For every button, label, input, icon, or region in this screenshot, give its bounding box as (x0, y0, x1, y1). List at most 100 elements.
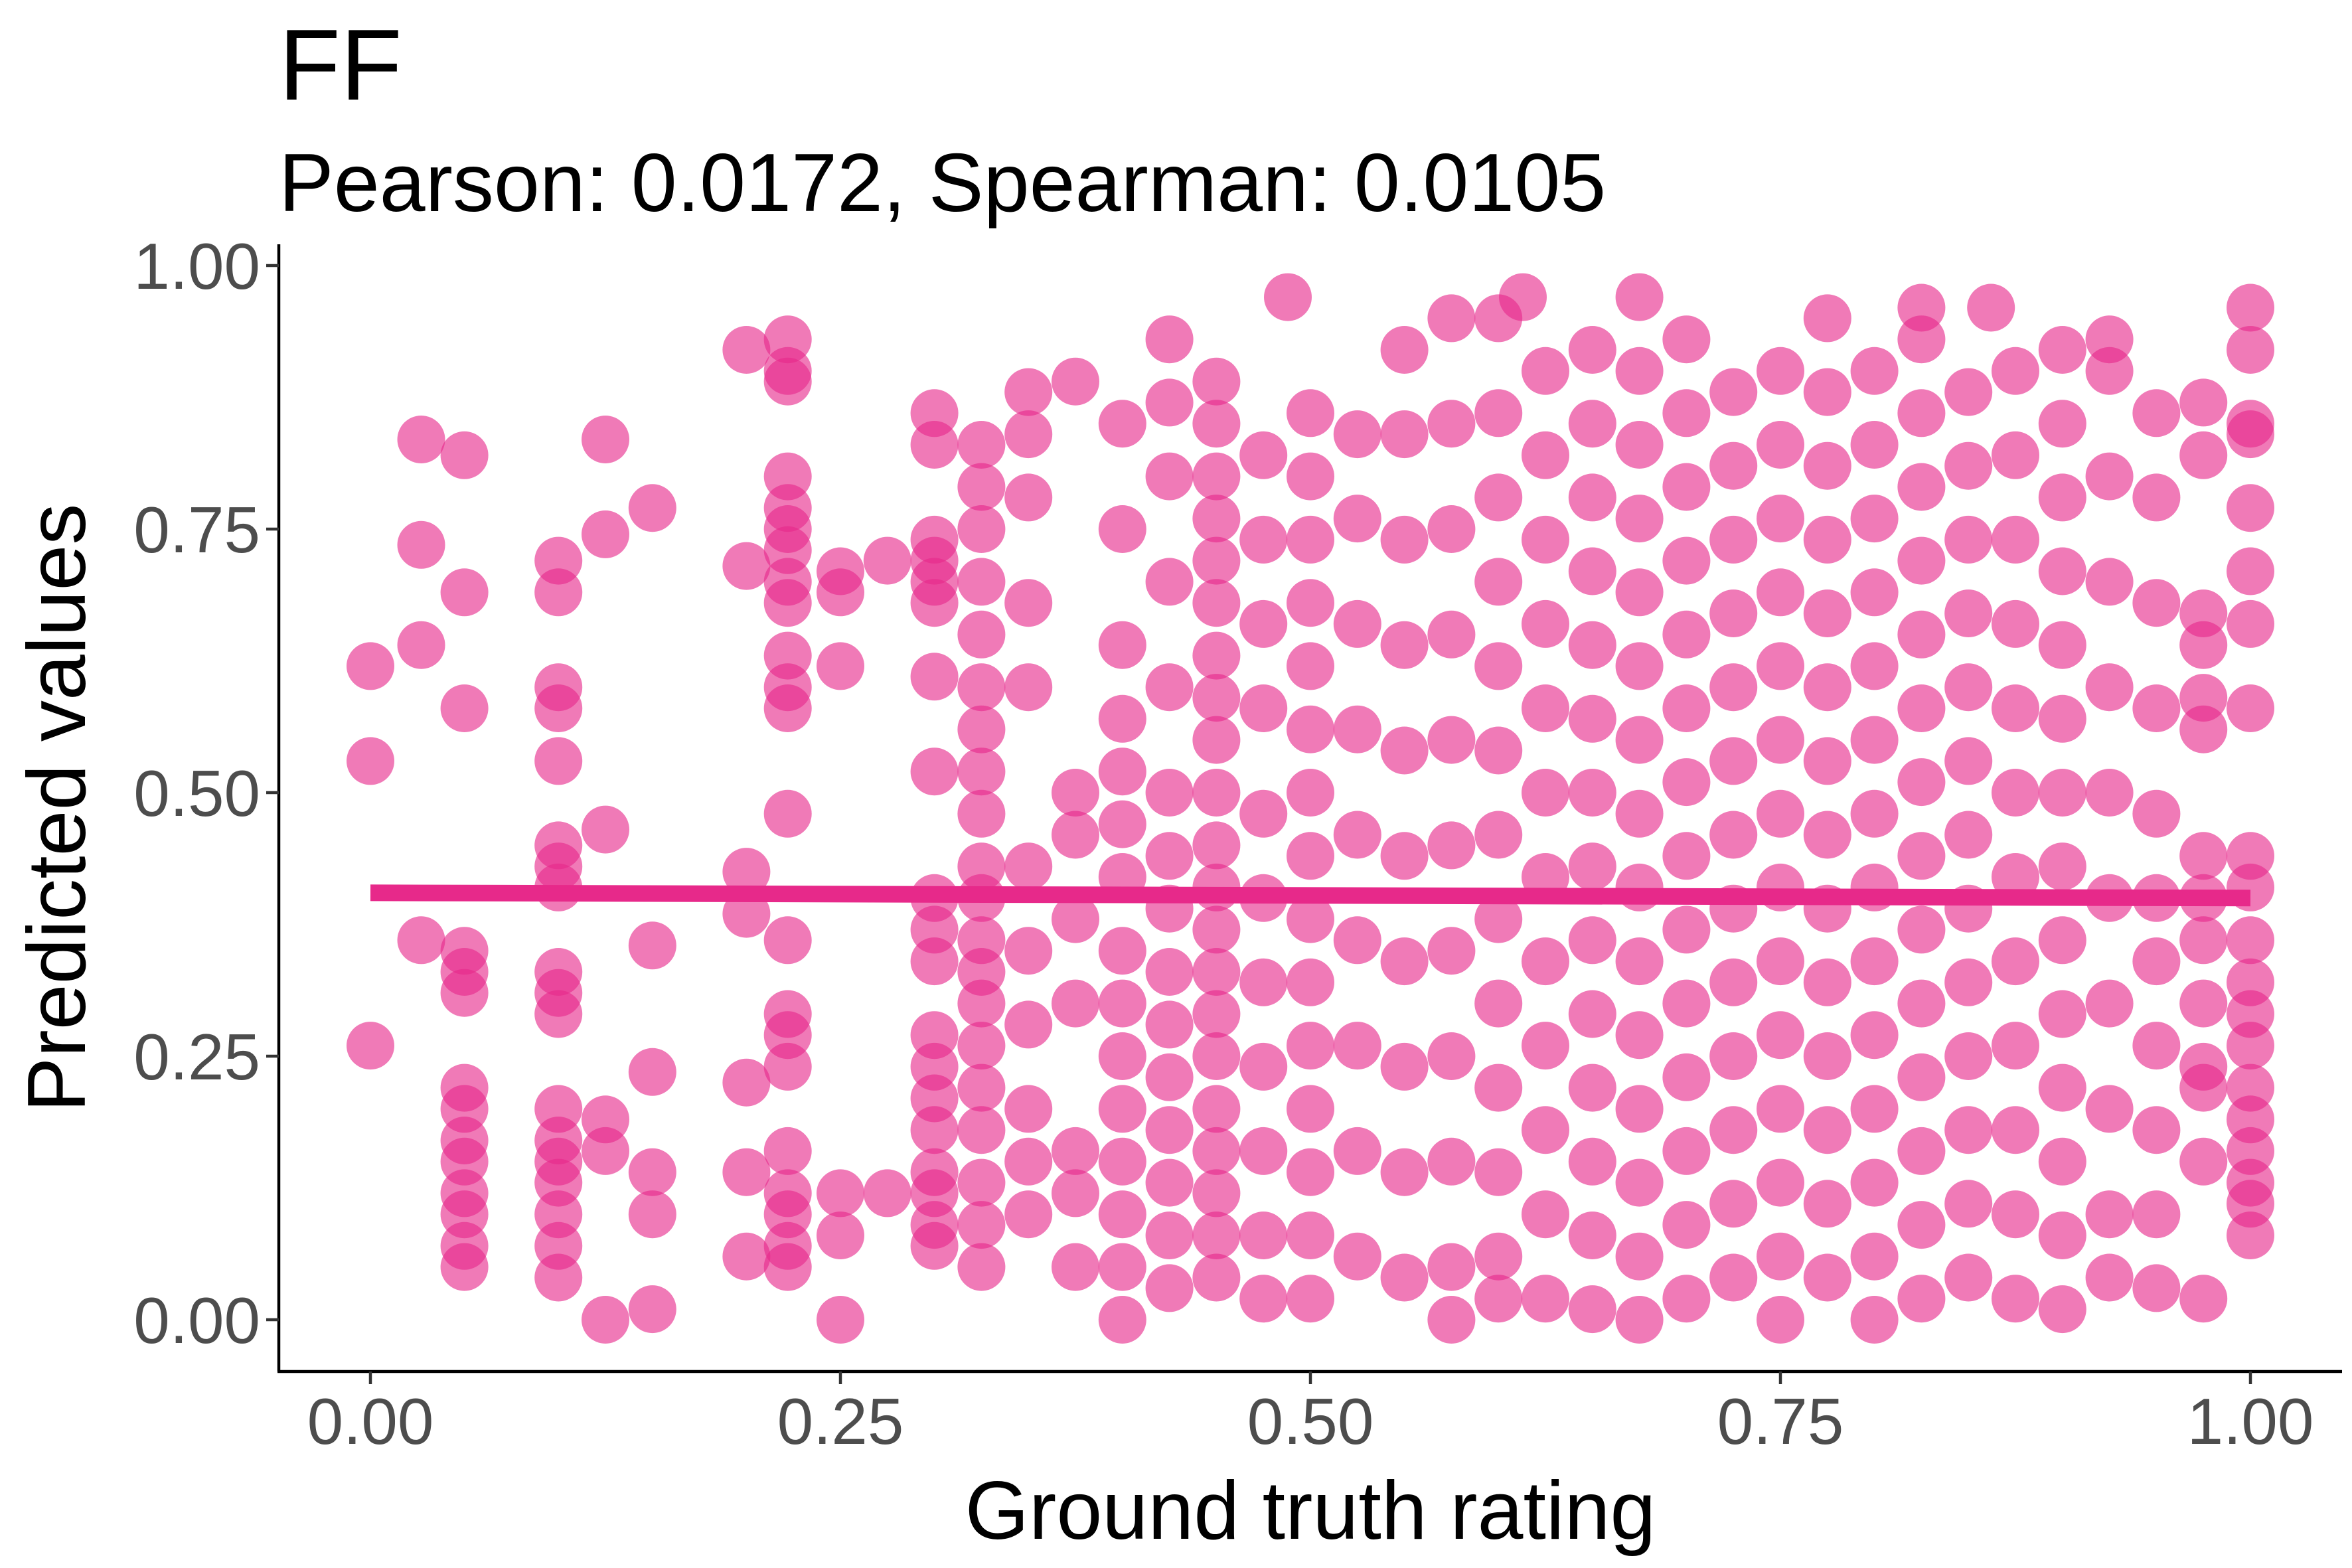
data-point-386 (1897, 832, 1946, 880)
data-point-196 (1192, 1253, 1241, 1302)
data-point-443 (2085, 1253, 2134, 1302)
data-point-335 (1709, 1253, 1758, 1302)
data-point-186 (1192, 821, 1241, 870)
data-point-20 (440, 1243, 489, 1291)
data-point-413 (1992, 853, 2039, 901)
data-point-372 (1850, 937, 1899, 986)
data-point-454 (2132, 1264, 2181, 1312)
data-point-70 (763, 789, 812, 838)
data-point-66 (763, 579, 812, 627)
x-tick-label: 0.00 (307, 1385, 434, 1458)
data-point-405 (1944, 1253, 1993, 1302)
data-point-366 (1850, 495, 1899, 543)
data-point-172 (1145, 1106, 1194, 1154)
data-point-215 (1287, 769, 1334, 817)
data-point-399 (1944, 811, 1993, 859)
data-point-218 (1287, 958, 1334, 1006)
data-point-203 (1239, 958, 1288, 1006)
data-point-87 (863, 1169, 911, 1217)
data-point-332 (1709, 1032, 1758, 1080)
data-point-402 (1944, 1032, 1993, 1080)
data-point-444 (2132, 389, 2181, 437)
data-point-75 (763, 1127, 812, 1175)
data-point-211 (1287, 515, 1334, 564)
y-tick-label: 0.25 (133, 1020, 260, 1093)
data-point-106 (910, 1221, 959, 1270)
data-point-257 (1474, 558, 1523, 606)
data-point-440 (2085, 979, 2134, 1028)
data-point-135 (1004, 1085, 1053, 1133)
data-point-107 (957, 421, 1006, 469)
data-point-333 (1709, 1106, 1758, 1154)
data-point-341 (1757, 716, 1804, 764)
data-point-304 (1615, 1011, 1664, 1059)
data-point-461 (2179, 832, 2228, 880)
data-point-401 (1944, 958, 1993, 1006)
data-point-318 (1662, 979, 1711, 1028)
data-point-375 (1850, 1158, 1899, 1207)
y-tick-label: 0.75 (133, 493, 260, 566)
data-point-463 (2179, 916, 2228, 965)
data-point-453 (2132, 1190, 2181, 1239)
data-point-237 (1380, 726, 1429, 775)
data-point-322 (1662, 1275, 1711, 1323)
data-point-331 (1709, 958, 1758, 1006)
data-point-227 (1333, 705, 1381, 753)
data-point-24 (534, 684, 583, 732)
data-point-435 (2085, 452, 2134, 501)
data-point-303 (1615, 937, 1664, 986)
data-point-416 (1992, 1106, 2039, 1154)
data-point-423 (2038, 621, 2086, 669)
data-point-305 (1615, 1085, 1664, 1133)
data-point-138 (1052, 357, 1099, 406)
data-point-81 (817, 568, 864, 617)
data-point-204 (1239, 1042, 1288, 1091)
data-point-123 (957, 1106, 1006, 1154)
data-point-296 (1615, 421, 1664, 469)
data-point-436 (2085, 558, 2134, 606)
y-tick-label: 0.00 (133, 1284, 260, 1357)
x-axis-ticks: 0.00 0.25 0.50 0.75 1.00 (307, 1372, 2313, 1458)
data-point-469 (2227, 283, 2274, 332)
data-point-376 (1850, 1232, 1899, 1281)
data-point-53 (722, 848, 771, 896)
data-point-210 (1287, 452, 1334, 501)
data-point-154 (1098, 979, 1146, 1028)
data-point-158 (1098, 1190, 1146, 1239)
data-point-368 (1850, 642, 1899, 690)
data-point-300 (1615, 716, 1664, 764)
data-point-182 (1192, 631, 1241, 680)
data-point-412 (1992, 769, 2039, 817)
data-point-369 (1850, 716, 1899, 764)
data-point-147 (1098, 505, 1146, 553)
data-point-474 (2227, 547, 2274, 595)
data-point-127 (1004, 368, 1053, 416)
data-point-346 (1757, 1085, 1804, 1133)
data-point-352 (1803, 441, 1851, 490)
data-point-221 (1287, 1148, 1334, 1196)
y-axis-ticks: 0.00 0.25 0.50 0.75 1.00 (133, 230, 279, 1357)
data-point-44 (582, 1296, 629, 1344)
data-point-230 (1333, 1022, 1381, 1070)
data-point-201 (1239, 789, 1288, 838)
data-point-57 (722, 1232, 771, 1281)
data-point-379 (1897, 315, 1946, 364)
data-point-51 (722, 326, 771, 374)
data-point-69 (763, 684, 812, 732)
data-point-205 (1239, 1127, 1288, 1175)
data-point-190 (1192, 990, 1241, 1038)
data-point-89 (910, 421, 959, 469)
data-point-148 (1098, 621, 1146, 669)
data-point-460 (2179, 705, 2228, 753)
data-point-482 (2227, 1022, 2274, 1070)
data-point-473 (2227, 484, 2274, 532)
data-point-171 (1145, 1053, 1194, 1101)
data-point-265 (1474, 1232, 1523, 1281)
data-point-447 (2132, 684, 2181, 732)
data-point-169 (1145, 948, 1194, 996)
data-point-236 (1380, 621, 1429, 669)
data-point-281 (1568, 400, 1616, 448)
data-point-259 (1474, 726, 1523, 775)
data-point-283 (1568, 547, 1616, 595)
y-tick-label: 0.50 (133, 757, 260, 830)
